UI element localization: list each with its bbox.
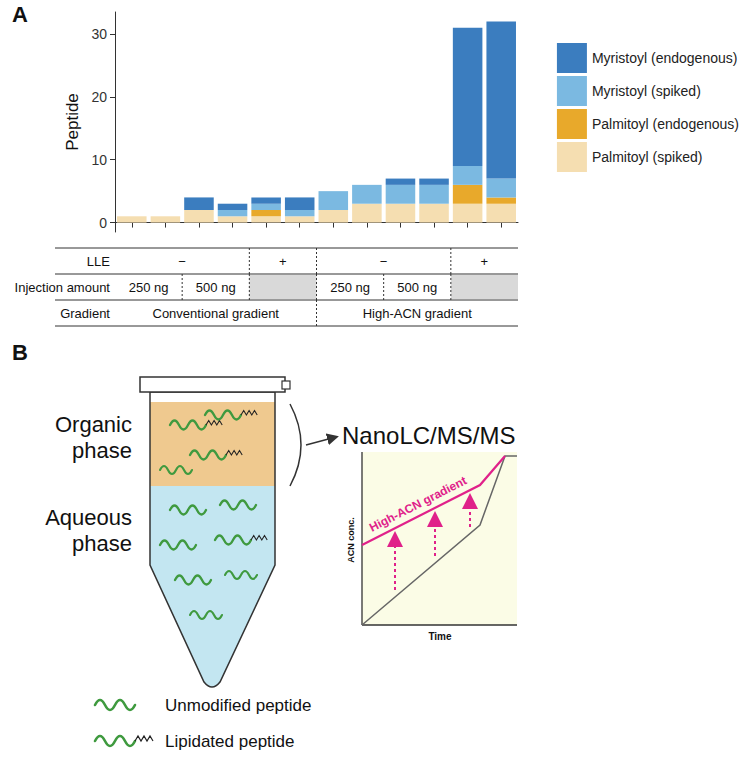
svg-text:Conventional gradient: Conventional gradient xyxy=(153,306,280,321)
svg-text:A: A xyxy=(12,2,28,27)
svg-text:Lipidated peptide: Lipidated peptide xyxy=(165,732,295,751)
svg-text:30: 30 xyxy=(91,26,107,42)
svg-text:250 ng: 250 ng xyxy=(330,280,370,295)
svg-text:NanoLC/MS/MS: NanoLC/MS/MS xyxy=(342,422,515,449)
svg-text:10: 10 xyxy=(91,152,107,168)
svg-text:phase: phase xyxy=(72,438,132,463)
svg-text:Palmitoyl (endogenous): Palmitoyl (endogenous) xyxy=(592,116,739,132)
svg-text:High-ACN gradient: High-ACN gradient xyxy=(367,473,469,534)
svg-text:−: − xyxy=(380,254,388,269)
svg-text:Peptide: Peptide xyxy=(63,93,82,151)
svg-text:B: B xyxy=(12,340,28,365)
svg-text:20: 20 xyxy=(91,89,107,105)
svg-text:ACN conc.: ACN conc. xyxy=(346,517,356,563)
svg-text:+: + xyxy=(481,254,489,269)
svg-text:0: 0 xyxy=(99,215,107,231)
svg-text:Gradient: Gradient xyxy=(60,306,110,321)
svg-text:Organic: Organic xyxy=(55,412,132,437)
svg-text:250 ng: 250 ng xyxy=(129,280,169,295)
svg-text:Injection amount: Injection amount xyxy=(15,280,111,295)
svg-text:Myristoyl (endogenous): Myristoyl (endogenous) xyxy=(592,50,738,66)
svg-text:Myristoyl (spiked): Myristoyl (spiked) xyxy=(592,83,701,99)
svg-text:Aqueous: Aqueous xyxy=(45,505,132,530)
svg-text:Palmitoyl (spiked): Palmitoyl (spiked) xyxy=(592,149,702,165)
svg-text:+: + xyxy=(279,254,287,269)
svg-text:−: − xyxy=(178,254,186,269)
svg-text:High-ACN gradient: High-ACN gradient xyxy=(363,306,472,321)
svg-text:phase: phase xyxy=(72,531,132,556)
svg-text:500 ng: 500 ng xyxy=(397,280,437,295)
svg-text:500 ng: 500 ng xyxy=(196,280,236,295)
svg-text:LLE: LLE xyxy=(87,254,110,269)
svg-text:Unmodified peptide: Unmodified peptide xyxy=(165,696,311,715)
svg-text:Time: Time xyxy=(428,631,452,642)
